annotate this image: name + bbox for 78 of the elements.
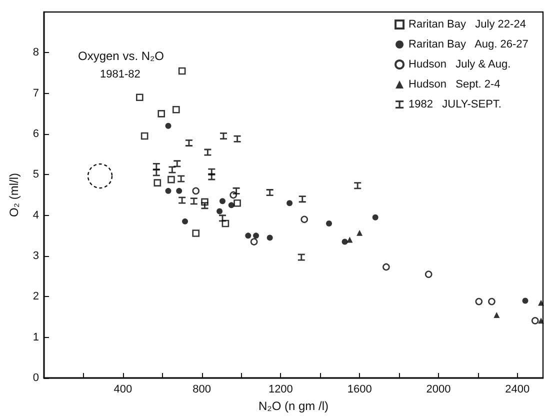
point [342, 238, 348, 245]
point [266, 189, 274, 196]
x-tick-label: 2000 [426, 384, 451, 396]
point [346, 236, 353, 243]
legend-label: Hudson Sept. 2-4 [408, 78, 500, 90]
y-tick-label: 8 [32, 46, 39, 59]
point [220, 198, 226, 204]
point [326, 220, 332, 226]
point [253, 232, 260, 239]
point [250, 238, 258, 246]
point [298, 254, 305, 261]
y-tick-label: 2 [32, 290, 39, 303]
legend-label: Raritan Bay Aug. 26-27 [408, 38, 528, 50]
y-tick-label: 4 [32, 209, 39, 222]
point [300, 216, 308, 224]
point [154, 179, 162, 186]
point [232, 187, 240, 194]
point [216, 208, 223, 214]
legend-label: Hudson July & Aug. [408, 58, 511, 70]
point [185, 139, 192, 146]
point [488, 298, 496, 306]
point [152, 169, 160, 176]
point [354, 182, 362, 190]
point [298, 196, 306, 203]
point [266, 234, 273, 241]
point [245, 232, 252, 239]
point [168, 166, 176, 174]
legend-label: 1982 JULY-SEPT. [408, 98, 502, 110]
y-tick-label: 5 [32, 168, 39, 181]
x-tick-label: 2400 [505, 384, 530, 396]
point [234, 199, 241, 207]
point [136, 94, 144, 102]
y-tick-label: 3 [32, 250, 39, 262]
point [531, 317, 539, 324]
x-tick-label: 800 [192, 384, 211, 396]
point [190, 198, 198, 205]
point [165, 188, 172, 194]
point [356, 230, 363, 236]
x-tick-label: 1200 [268, 384, 293, 396]
point [174, 160, 181, 168]
point [201, 202, 208, 210]
point [178, 196, 186, 204]
point [172, 106, 180, 114]
y-tick-label: 1 [32, 331, 39, 344]
point [176, 188, 182, 194]
point [522, 298, 528, 304]
point [220, 132, 227, 140]
x-tick-label: 1600 [347, 384, 372, 396]
point [168, 176, 175, 184]
point [208, 173, 216, 180]
point [192, 230, 200, 237]
point [538, 318, 544, 324]
point [424, 270, 432, 278]
point [165, 122, 172, 129]
y-axis-title: O₂ (ml/l) [7, 173, 21, 217]
point [158, 110, 166, 118]
point [475, 298, 483, 306]
point [182, 218, 188, 224]
point [228, 202, 234, 208]
point [234, 135, 241, 142]
x-axis-title: N₂O (n gm /l) [258, 399, 328, 413]
point [178, 67, 186, 75]
point [192, 187, 200, 195]
annotation: Oxygen vs. N₂O [78, 49, 164, 63]
y-tick-label: 0 [32, 372, 39, 384]
point [140, 132, 148, 140]
legend-label: Raritan Bay July 22-24 [408, 18, 526, 30]
point [382, 263, 390, 271]
point [286, 200, 293, 206]
y-tick-label: 7 [32, 87, 39, 100]
point [178, 175, 185, 182]
point [494, 312, 500, 318]
x-tick-label: 400 [114, 384, 132, 396]
annotation: 1981-82 [100, 68, 140, 80]
point [538, 300, 544, 306]
point [372, 214, 378, 220]
y-tick-label: 6 [32, 128, 39, 140]
point [204, 148, 212, 156]
